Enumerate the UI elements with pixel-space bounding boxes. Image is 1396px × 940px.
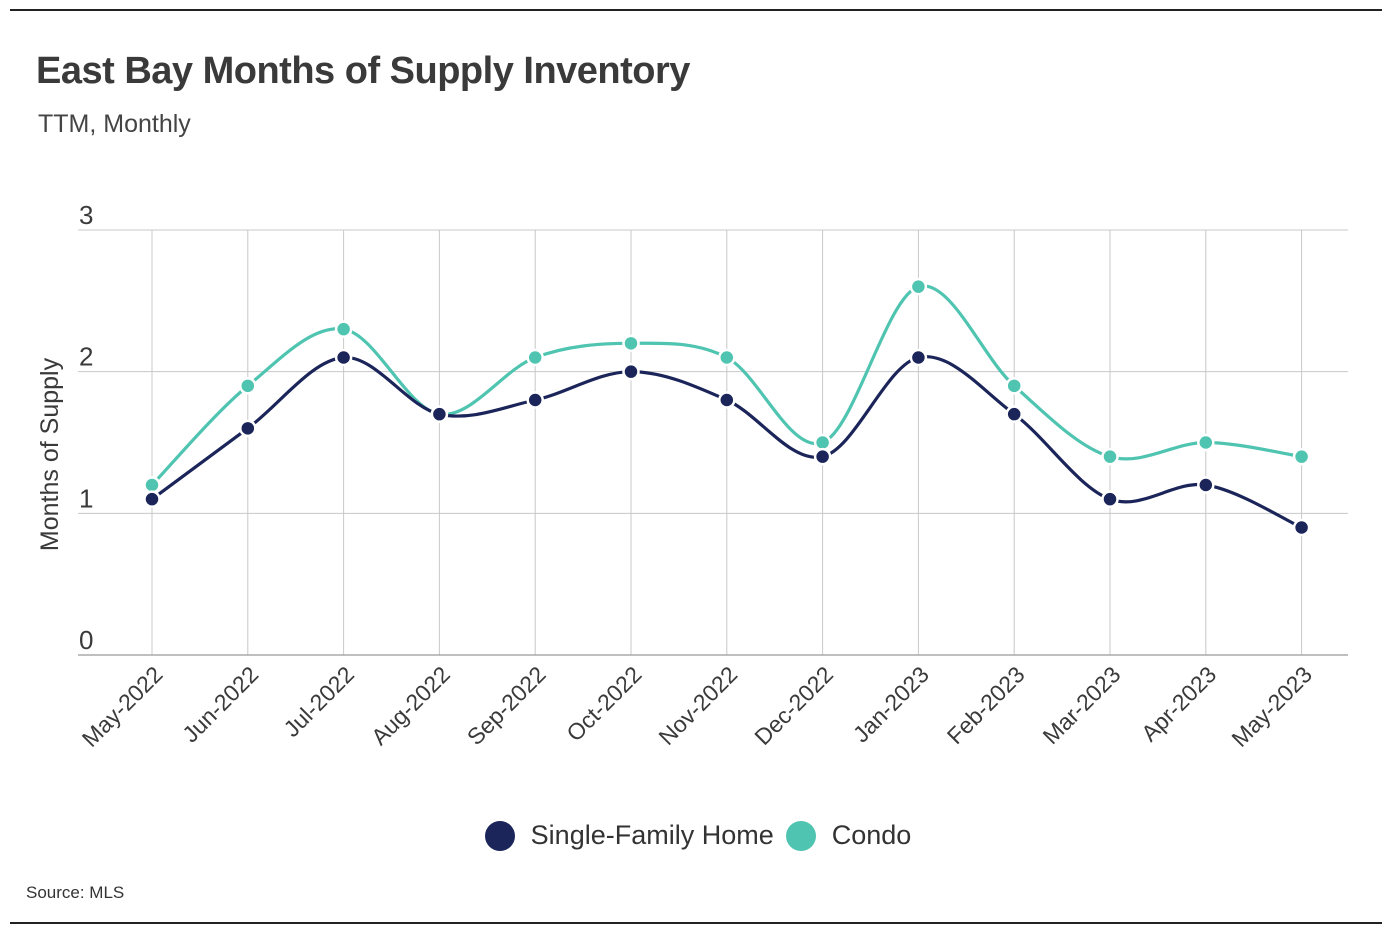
x-tick-label: Dec-2022 bbox=[749, 661, 838, 750]
legend-label-condo: Condo bbox=[831, 820, 912, 850]
line-chart: 0 1 2 3 May-2022 Jun-2022 Jul-2022 Aug-2022 Sep-… bbox=[36, 200, 1348, 752]
source-note: Source: MLS bbox=[26, 883, 125, 902]
data-point-single-family-home bbox=[1292, 518, 1311, 537]
x-tick-label: Aug-2022 bbox=[366, 661, 455, 750]
data-point-condo bbox=[909, 277, 928, 296]
legend-item-single-family-home: Single-Family Home bbox=[484, 820, 774, 851]
x-tick-label: Mar-2023 bbox=[1038, 661, 1126, 749]
data-point-single-family-home bbox=[622, 362, 640, 381]
x-tick-label: Oct-2022 bbox=[561, 661, 646, 746]
data-point-condo bbox=[813, 433, 832, 452]
data-point-single-family-home bbox=[1101, 490, 1119, 508]
data-point-condo bbox=[143, 476, 161, 494]
legend-item-condo: Condo bbox=[785, 820, 912, 851]
x-tick-label: May-2023 bbox=[1226, 661, 1317, 752]
data-point-condo bbox=[1005, 377, 1023, 395]
data-point-single-family-home bbox=[1197, 476, 1215, 494]
x-tick-label: Nov-2022 bbox=[653, 661, 742, 750]
chart-subtitle: TTM, Monthly bbox=[38, 110, 191, 138]
legend: Single-Family Home Condo bbox=[0, 820, 1396, 858]
y-tick-label: 0 bbox=[79, 625, 93, 655]
data-point-condo bbox=[1197, 433, 1215, 452]
legend-label-single-family-home: Single-Family Home bbox=[530, 820, 774, 850]
x-tick-label: Apr-2023 bbox=[1136, 661, 1221, 746]
y-tick-label: 3 bbox=[79, 200, 93, 230]
data-point-condo bbox=[334, 320, 353, 338]
data-point-single-family-home bbox=[909, 348, 928, 367]
data-point-single-family-home bbox=[239, 419, 257, 438]
y-axis-title: Months of Supply bbox=[36, 357, 64, 551]
y-tick-label: 1 bbox=[79, 483, 93, 513]
data-point-condo bbox=[239, 377, 257, 395]
top-rule bbox=[10, 9, 1382, 11]
data-point-single-family-home bbox=[334, 348, 353, 367]
data-point-condo bbox=[622, 334, 640, 353]
x-tick-label: Jul-2022 bbox=[278, 661, 359, 742]
data-point-single-family-home bbox=[430, 405, 449, 423]
data-point-condo bbox=[1292, 447, 1311, 466]
chart-title: East Bay Months of Supply Inventory bbox=[36, 50, 690, 92]
bottom-rule bbox=[10, 922, 1382, 924]
data-point-condo bbox=[718, 348, 736, 367]
legend-marker-single-family-home bbox=[484, 820, 515, 851]
data-point-single-family-home bbox=[143, 490, 161, 508]
x-tick-label: Feb-2023 bbox=[942, 661, 1030, 749]
x-tick-label: May-2022 bbox=[77, 661, 168, 752]
legend-marker-condo bbox=[785, 820, 816, 851]
data-point-condo bbox=[1101, 447, 1119, 466]
data-point-single-family-home bbox=[526, 391, 544, 409]
data-point-single-family-home bbox=[718, 391, 736, 409]
x-tick-label: Sep-2022 bbox=[462, 661, 551, 750]
data-point-condo bbox=[526, 348, 544, 367]
data-point-single-family-home bbox=[813, 447, 832, 466]
x-tick-label: Jan-2023 bbox=[848, 661, 934, 747]
data-point-single-family-home bbox=[1005, 405, 1023, 423]
x-tick-label: Jun-2022 bbox=[177, 661, 263, 747]
y-tick-label: 2 bbox=[79, 342, 93, 372]
